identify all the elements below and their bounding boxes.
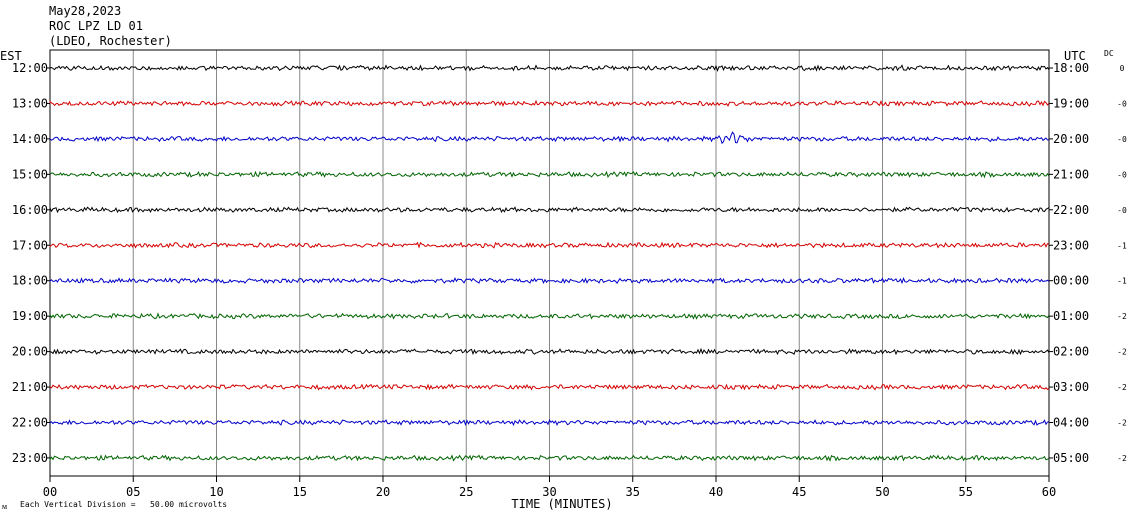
left-time-label: 21:00 — [12, 380, 48, 394]
left-time-label: 14:00 — [12, 132, 48, 146]
right-time-label: 20:00 — [1053, 132, 1089, 146]
dc-offset-label: -2 — [1117, 383, 1127, 392]
seismic-traces — [49, 64, 1050, 462]
dc-offset-label: -0 — [1117, 206, 1127, 215]
x-axis-ticks: 00 05 10 15 20 25 30 35 40 45 50 55 60 — [43, 476, 1056, 499]
right-time-label: 03:00 — [1053, 380, 1089, 394]
right-time-label: 22:00 — [1053, 203, 1089, 217]
right-time-label: 19:00 — [1053, 96, 1089, 110]
row-labels: 12:00 18:00 0 13:00 19:00 -0 14:00 20:00 -0 15:00… — [12, 61, 1127, 465]
header-date: May28,2023 — [49, 4, 121, 18]
right-time-label: 21:00 — [1053, 167, 1089, 181]
dc-offset-label: -2 — [1117, 454, 1127, 463]
right-time-label: 04:00 — [1053, 416, 1089, 430]
right-time-label: 02:00 — [1053, 345, 1089, 359]
right-time-label: 00:00 — [1053, 274, 1089, 288]
right-time-label: 05:00 — [1053, 451, 1089, 465]
x-tick-label: 00 — [43, 485, 57, 499]
trace-row — [49, 241, 1050, 249]
dc-offset-label: -2 — [1117, 348, 1127, 357]
left-time-label: 19:00 — [12, 309, 48, 323]
trace-row — [49, 347, 1050, 356]
right-time-label: 18:00 — [1053, 61, 1089, 75]
dc-offset-label: -1 — [1117, 241, 1127, 250]
x-tick-label: 40 — [709, 485, 723, 499]
dc-offset-label: 0 — [1120, 64, 1125, 73]
right-timezone-label: UTC — [1064, 49, 1086, 63]
left-timezone-label: EST — [0, 49, 22, 63]
header-network: (LDEO, Rochester) — [49, 34, 172, 48]
x-axis-label: TIME (MINUTES) — [511, 497, 612, 511]
trace-row — [49, 64, 1050, 72]
left-time-label: 13:00 — [12, 96, 48, 110]
trace-row — [49, 170, 1050, 179]
dc-offset-label: -1 — [1117, 277, 1127, 286]
dc-offset-label: -2 — [1117, 419, 1127, 428]
dc-offset-label: -0 — [1117, 135, 1127, 144]
dc-header-label: DC — [1104, 49, 1114, 58]
left-time-label: 22:00 — [12, 416, 48, 430]
left-time-label: 15:00 — [12, 167, 48, 181]
dc-offset-label: -2 — [1117, 312, 1127, 321]
trace-row — [49, 277, 1050, 285]
x-tick-label: 20 — [376, 485, 390, 499]
trace-row — [49, 419, 1050, 427]
left-time-label: 16:00 — [12, 203, 48, 217]
left-time-label: 18:00 — [12, 274, 48, 288]
trace-row — [49, 99, 1050, 108]
corner-mark: ᴍ — [2, 502, 7, 511]
x-tick-label: 35 — [626, 485, 640, 499]
right-time-label: 23:00 — [1053, 238, 1089, 252]
header-station: ROC LPZ LD 01 — [49, 19, 143, 33]
x-tick-label: 55 — [959, 485, 973, 499]
x-tick-label: 10 — [209, 485, 223, 499]
x-tick-label: 05 — [126, 485, 140, 499]
x-tick-label: 25 — [459, 485, 473, 499]
x-tick-label: 15 — [293, 485, 307, 499]
left-time-label: 17:00 — [12, 238, 48, 252]
trace-row — [49, 131, 1050, 145]
x-tick-label: 60 — [1042, 485, 1056, 499]
left-time-label: 23:00 — [12, 451, 48, 465]
trace-row — [49, 383, 1050, 391]
trace-row — [49, 454, 1050, 462]
trace-row — [49, 312, 1050, 320]
x-tick-label: 30 — [542, 485, 556, 499]
trace-row — [49, 206, 1050, 214]
vertical-division-note: Each Vertical Division = 50.00 microvolt… — [20, 500, 227, 509]
left-time-label: 12:00 — [12, 61, 48, 75]
vertical-gridlines — [132, 50, 967, 476]
dc-offset-label: -0 — [1117, 99, 1127, 108]
left-time-label: 20:00 — [12, 345, 48, 359]
x-tick-label: 45 — [792, 485, 806, 499]
dc-offset-label: -0 — [1117, 170, 1127, 179]
right-time-label: 01:00 — [1053, 309, 1089, 323]
x-tick-label: 50 — [875, 485, 889, 499]
